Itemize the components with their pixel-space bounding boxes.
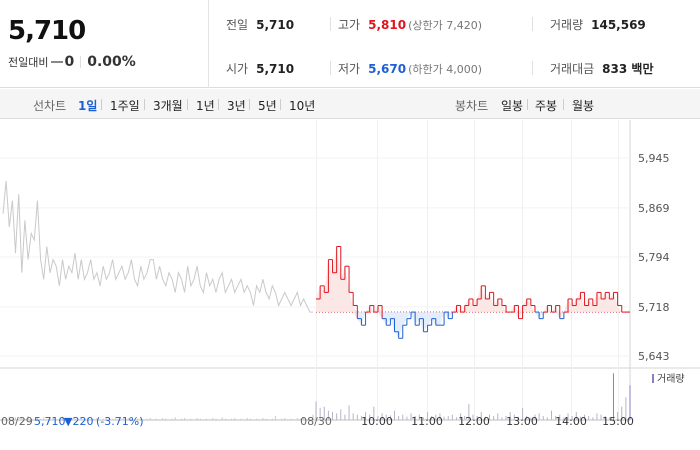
x-tick-label: 15:00	[602, 415, 634, 428]
x-tick-label: 13:00	[506, 415, 538, 428]
open-value: 5,710	[256, 62, 295, 76]
divider	[563, 99, 564, 110]
high-value: 5,810	[368, 18, 407, 32]
trade-value-value: 833 백만	[602, 62, 654, 76]
y-tick-label: 5,794	[638, 251, 670, 264]
candle-chart-label: 봉차트	[455, 99, 489, 113]
divider	[218, 99, 219, 110]
x-tick-label: 08/30	[300, 415, 332, 428]
prev-day-line	[2, 180, 313, 313]
unchanged-icon	[51, 61, 64, 63]
prev-close: 전일 5,710	[226, 16, 294, 33]
divider	[532, 17, 533, 31]
divider	[330, 17, 331, 31]
x-tick-label: 08/29	[1, 415, 33, 428]
prev-day-close: 5,710	[34, 415, 66, 428]
volume: 거래량 145,569	[550, 16, 646, 33]
volume-legend-label: 거래량	[657, 373, 685, 385]
divider	[280, 99, 281, 110]
divider	[532, 61, 533, 75]
price-chart: 거래량 5,945 5,869 5,794 5,718 5,643 08/30 10:00 1…	[0, 120, 700, 428]
candle-weekly-button[interactable]: 주봉	[535, 99, 558, 113]
open-label: 시가	[226, 62, 249, 76]
x-tick-label: 14:00	[555, 415, 587, 428]
prev-close-value: 5,710	[256, 18, 295, 32]
x-tick-label: 11:00	[411, 415, 443, 428]
period-1d-button[interactable]: 1일	[78, 99, 98, 113]
divider	[249, 99, 250, 110]
change-label: 전일대비	[8, 56, 49, 69]
prev-day-change: ▼220	[64, 415, 93, 428]
open-price: 시가 5,710	[226, 60, 294, 77]
period-10y-button[interactable]: 10년	[289, 99, 316, 113]
period-5y-button[interactable]: 5년	[258, 99, 277, 113]
divider	[330, 61, 331, 75]
x-tick-label: 12:00	[458, 415, 490, 428]
period-1w-button[interactable]: 1주일	[110, 99, 140, 113]
divider	[101, 99, 102, 110]
y-tick-label: 5,718	[638, 301, 670, 314]
volume-value: 145,569	[591, 18, 646, 32]
candle-monthly-button[interactable]: 월봉	[572, 99, 595, 113]
period-3y-button[interactable]: 3년	[227, 99, 246, 113]
x-tick-label: 10:00	[361, 415, 393, 428]
high-label: 고가	[338, 18, 361, 32]
divider	[80, 56, 82, 68]
candle-daily-button[interactable]: 일봉	[501, 99, 524, 113]
period-selector: 선차트 1일 1주일 3개월 1년 3년 5년 10년 봉차트 일봉 주봉 월봉	[0, 89, 700, 119]
y-tick-label: 5,945	[638, 152, 670, 165]
price-summary: 5,710 전일대비 0 0.00%	[0, 0, 209, 88]
trade-value-label: 거래대금	[550, 62, 595, 76]
y-tick-label: 5,869	[638, 202, 670, 215]
y-tick-label: 5,643	[638, 350, 670, 363]
divider	[527, 99, 528, 110]
prev-day-change-percent: (-3.71%)	[96, 415, 144, 428]
low-value: 5,670	[368, 62, 407, 76]
line-chart-label: 선차트	[33, 99, 67, 113]
change-row: 전일대비 0 0.00%	[8, 54, 136, 70]
period-1y-button[interactable]: 1년	[196, 99, 215, 113]
change-percent: 0.00%	[87, 54, 136, 70]
up-fill-area	[316, 246, 630, 313]
low-price: 저가 5,670 (하한가 4,000)	[338, 60, 482, 77]
current-price: 5,710	[8, 16, 86, 46]
low-label: 저가	[338, 62, 361, 76]
volume-label: 거래량	[550, 18, 584, 32]
prev-close-label: 전일	[226, 18, 249, 32]
period-3m-button[interactable]: 3개월	[153, 99, 183, 113]
high-price: 고가 5,810 (상한가 7,420)	[338, 16, 482, 33]
volume-legend-swatch	[652, 374, 654, 383]
upper-limit: (상한가 7,420)	[408, 19, 482, 32]
trade-value: 거래대금 833 백만	[550, 60, 653, 77]
quote-summary: 5,710 전일대비 0 0.00% 전일 5,710 시가 5,710 고가 5,8…	[0, 0, 700, 88]
divider	[144, 99, 145, 110]
divider	[187, 99, 188, 110]
lower-limit: (하한가 4,000)	[408, 63, 482, 76]
change-amount: 0	[64, 54, 75, 70]
